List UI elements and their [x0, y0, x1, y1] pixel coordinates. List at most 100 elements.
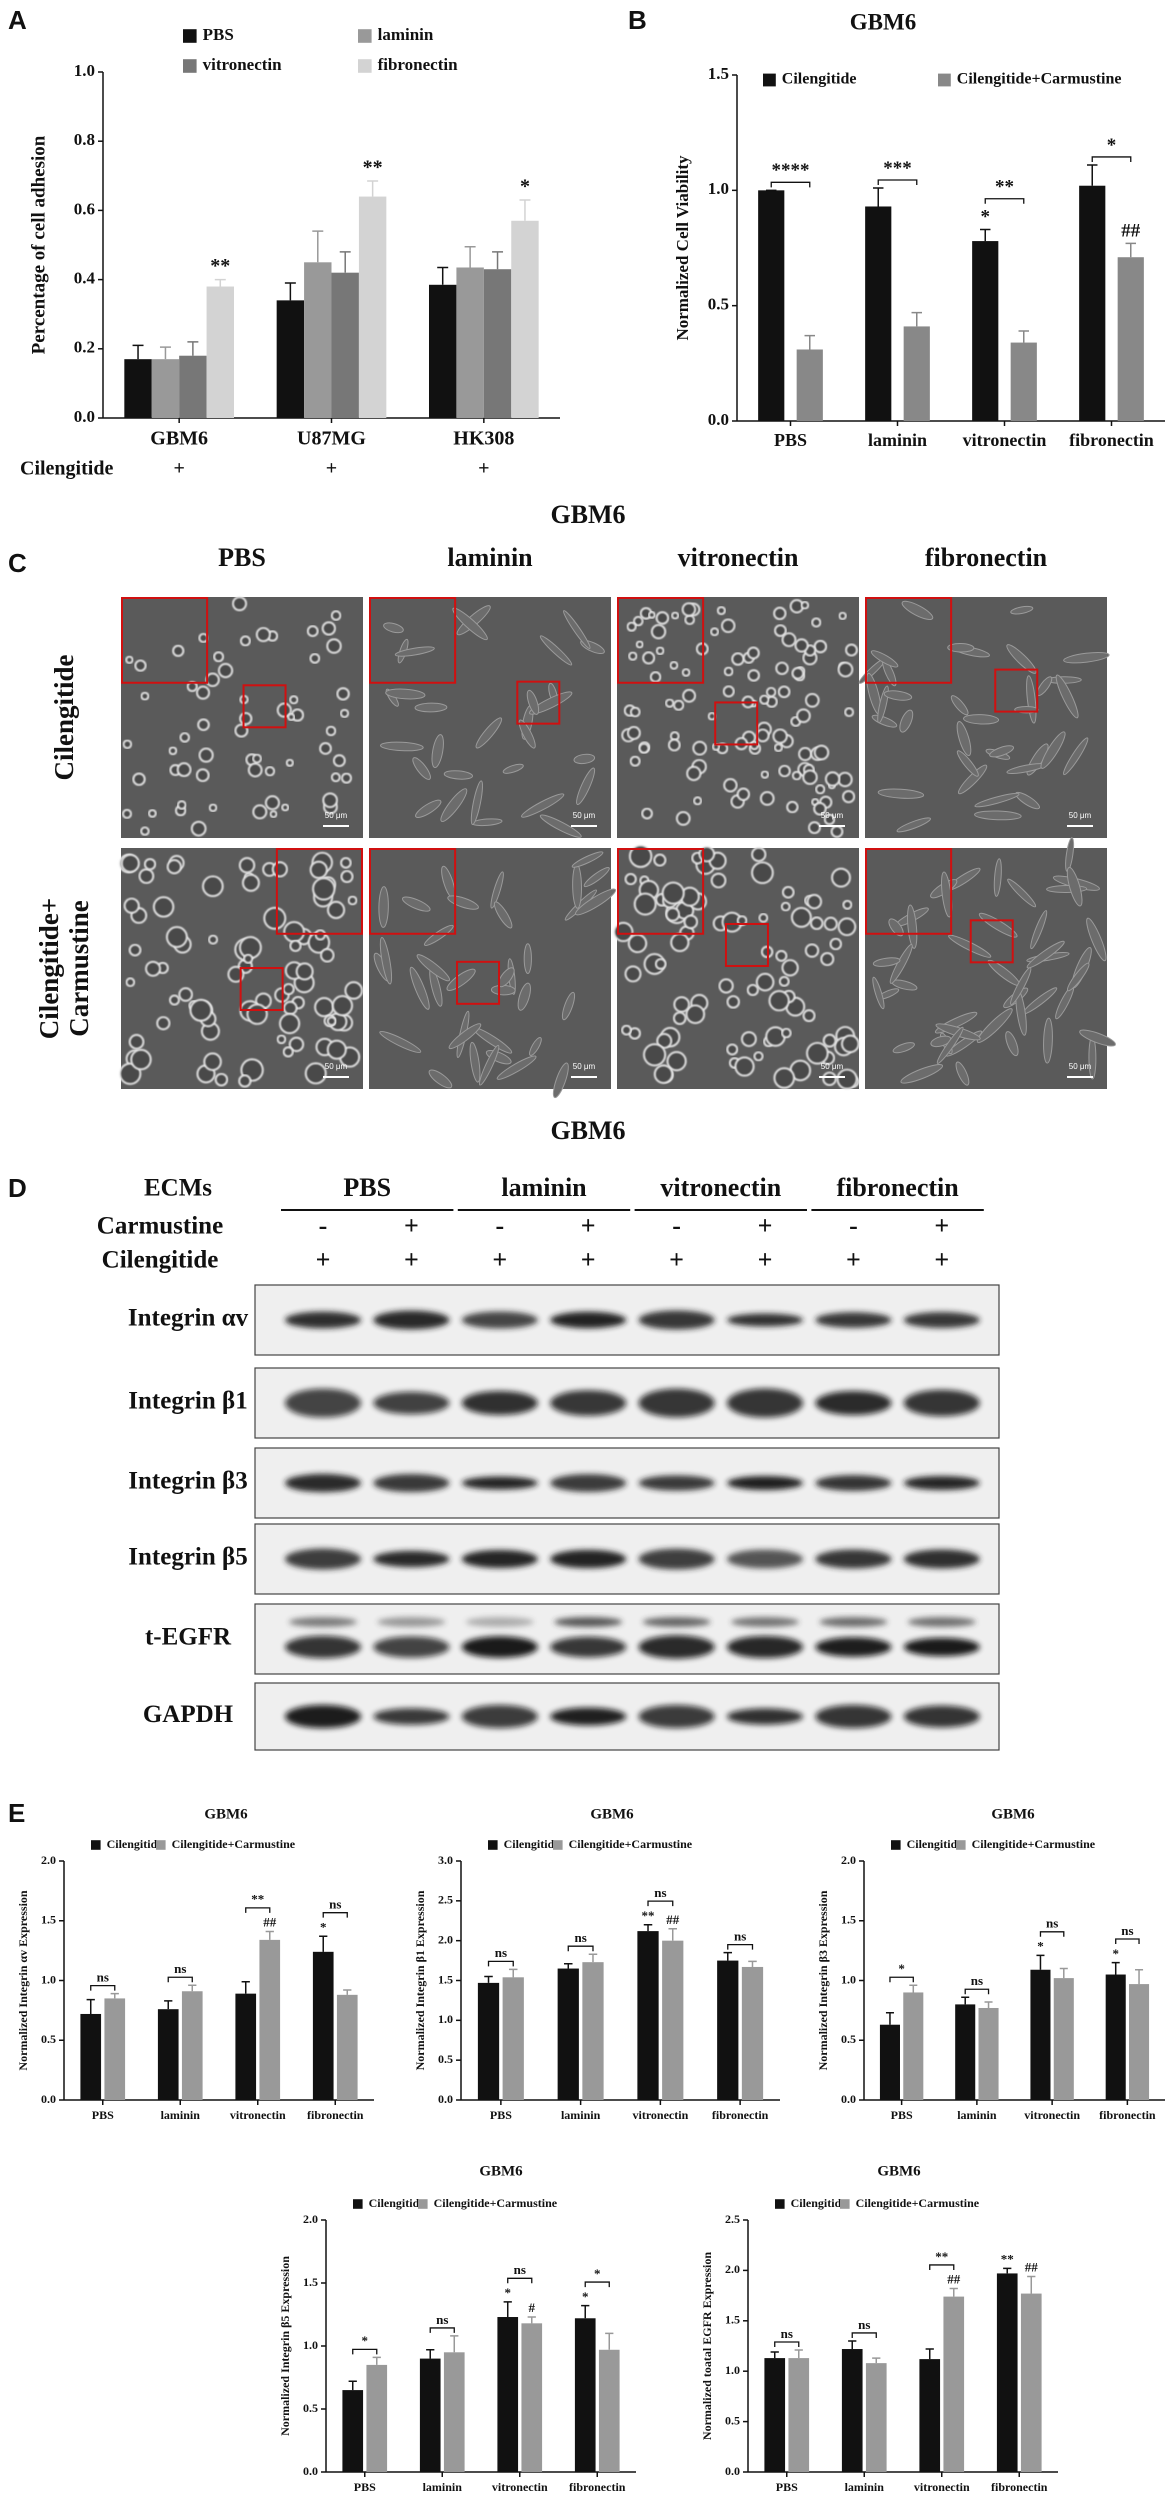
cell	[573, 753, 596, 765]
cell	[901, 600, 934, 621]
y-tick-label: 0.2	[74, 338, 95, 357]
bracket	[245, 1907, 271, 1913]
blot-band	[815, 1390, 892, 1416]
bar	[358, 196, 387, 418]
cell	[655, 611, 670, 625]
cell	[475, 717, 503, 749]
cell	[661, 881, 685, 905]
panel-label: B	[628, 5, 647, 35]
cell	[428, 1069, 453, 1089]
bar	[996, 2273, 1018, 2472]
blot-band	[285, 1548, 361, 1570]
error-bar	[110, 1992, 119, 1999]
blot-band	[638, 1635, 715, 1659]
error-bar	[319, 1935, 328, 1952]
cell	[650, 624, 667, 640]
cell	[283, 1000, 298, 1016]
inset-box	[617, 597, 705, 684]
cell	[148, 809, 157, 818]
blot-band	[461, 1476, 538, 1490]
cell	[1079, 1029, 1116, 1047]
y-tick-label: 0.5	[725, 2413, 740, 2427]
blot-band	[550, 1390, 627, 1416]
x-tick-label: HK308	[453, 428, 514, 450]
scale-bar-label: 50 μm	[573, 811, 596, 820]
cell	[339, 708, 350, 718]
error-bar	[1125, 242, 1136, 258]
cell	[978, 912, 1018, 938]
x-tick-label: vitronectin	[492, 2480, 548, 2494]
bracket-label: ns	[971, 1973, 983, 1988]
cell	[673, 996, 690, 1013]
error-bar	[668, 1927, 677, 1941]
micrograph	[865, 837, 1116, 1089]
error-bar	[1111, 1961, 1120, 1975]
error-bar	[188, 1984, 197, 1992]
bar	[1105, 1974, 1126, 2100]
bar	[788, 2358, 810, 2472]
error-bar	[164, 2000, 173, 2010]
cell	[900, 1064, 944, 1084]
blot-band	[550, 1474, 627, 1492]
error-bar	[1135, 1968, 1144, 1985]
legend-label: Cilengitide+Carmustine	[957, 71, 1122, 88]
cell	[798, 747, 813, 762]
bracket	[770, 181, 811, 188]
inset-box	[865, 848, 953, 935]
cell	[517, 982, 531, 1011]
cell	[781, 959, 799, 977]
cell	[624, 965, 642, 983]
micrograph	[369, 848, 617, 1099]
legend-swatch	[358, 59, 372, 73]
cell	[810, 916, 824, 930]
blot-band	[550, 1549, 627, 1569]
cell	[446, 968, 476, 991]
lane-sign: -	[319, 1211, 328, 1240]
error-bar	[984, 2001, 993, 2008]
cell	[341, 772, 352, 784]
cell	[741, 1031, 757, 1047]
legend-swatch	[91, 1840, 101, 1850]
legend-swatch	[775, 2199, 785, 2209]
blot-band	[373, 1391, 450, 1415]
significance-note: *	[520, 176, 530, 198]
cell	[649, 671, 662, 683]
cell	[641, 807, 653, 820]
cell	[314, 929, 326, 941]
cell	[746, 983, 759, 997]
cell	[576, 767, 596, 806]
column-header: laminin	[447, 543, 533, 572]
cell	[624, 873, 637, 886]
bracket-label: ns	[654, 1885, 666, 1900]
cell	[686, 765, 702, 782]
cell	[232, 596, 247, 612]
cell	[675, 811, 691, 826]
error-bar	[284, 282, 296, 301]
cell	[1030, 910, 1048, 950]
cell	[380, 741, 424, 752]
cell	[654, 958, 667, 970]
bar	[1053, 1978, 1074, 2100]
cell	[751, 861, 774, 885]
group-header: fibronectin	[836, 1173, 959, 1202]
x-tick-label: PBS	[891, 2108, 913, 2122]
cell	[470, 780, 483, 826]
cell	[685, 1004, 706, 1024]
scale-bar-label: 50 μm	[1069, 811, 1092, 820]
lane-sign: +	[934, 1211, 949, 1240]
cell	[638, 742, 650, 754]
chart-title: GBM6	[877, 2163, 921, 2179]
cell	[626, 621, 637, 632]
y-tick-label: 2.0	[303, 2212, 318, 2226]
cell	[956, 721, 972, 757]
error-bar	[1059, 1967, 1068, 1979]
error-bar	[885, 2012, 894, 2025]
cell	[326, 638, 342, 654]
y-tick-label: 0.0	[438, 2092, 453, 2106]
cell	[143, 858, 157, 871]
bar	[758, 190, 785, 421]
panel-label: D	[8, 1173, 27, 1203]
bracket	[487, 1960, 514, 1967]
micrograph	[121, 596, 363, 838]
cell	[304, 1062, 327, 1085]
